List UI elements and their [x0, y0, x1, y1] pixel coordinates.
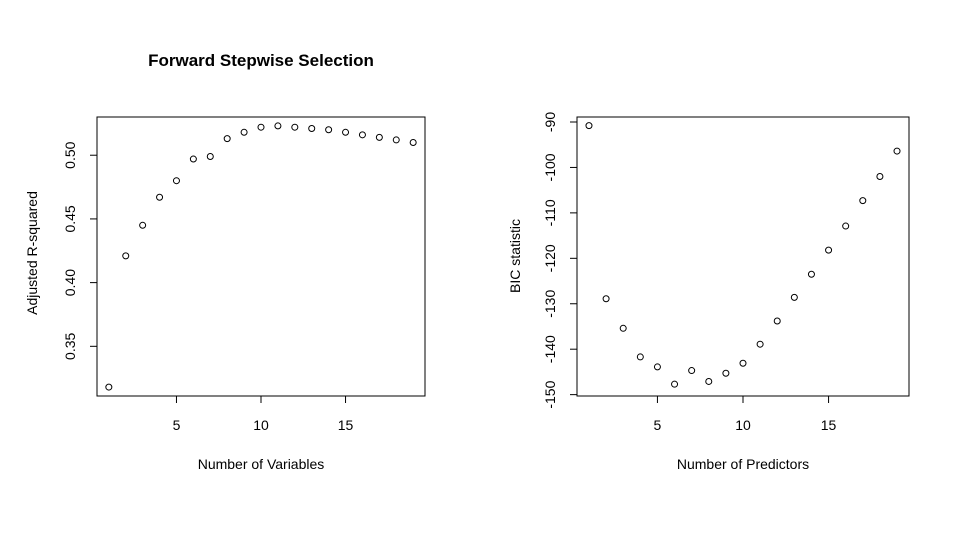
- y-tick-label: 0.35: [62, 332, 78, 359]
- data-point: [825, 246, 833, 254]
- data-points: [105, 122, 417, 391]
- data-point: [223, 135, 231, 143]
- data-points: [585, 122, 901, 388]
- data-point: [876, 173, 884, 181]
- data-point: [156, 193, 164, 201]
- data-point: [688, 367, 696, 375]
- x-tick-label: 15: [338, 417, 354, 433]
- chart-title: Forward Stepwise Selection: [148, 51, 374, 70]
- y-tick-label: -90: [542, 112, 558, 132]
- x-tick-label: 5: [173, 417, 181, 433]
- data-point: [375, 133, 383, 141]
- data-point: [653, 363, 661, 371]
- data-point: [756, 340, 764, 348]
- plot-frame: [96, 116, 426, 397]
- x-axis: 5 10 15: [173, 395, 354, 433]
- data-point: [291, 123, 299, 131]
- y-tick-label: 0.50: [62, 141, 78, 168]
- data-point: [257, 123, 265, 131]
- chart-bic-statistic: 5 10 15 -150 -140 -130 -120 -110 -100 -90 Number…: [507, 112, 910, 472]
- x-axis: 5 10 15: [654, 395, 837, 433]
- data-point: [585, 122, 593, 130]
- data-point: [619, 324, 627, 332]
- data-point: [240, 128, 248, 136]
- y-tick-label: -130: [542, 290, 558, 318]
- data-point: [139, 221, 147, 229]
- data-point: [705, 377, 713, 385]
- data-point: [859, 197, 867, 205]
- data-point: [893, 147, 901, 155]
- y-tick-label: -120: [542, 244, 558, 272]
- data-point: [358, 131, 366, 139]
- data-point: [342, 128, 350, 136]
- data-point: [842, 222, 850, 230]
- x-axis-label: Number of Variables: [198, 456, 325, 472]
- data-point: [602, 295, 610, 303]
- data-point: [172, 177, 180, 185]
- highlighted-point: [274, 122, 282, 130]
- data-point: [392, 136, 400, 144]
- data-point: [325, 126, 333, 134]
- x-tick-label: 15: [821, 417, 837, 433]
- y-tick-label: -140: [542, 335, 558, 363]
- data-point: [722, 369, 730, 377]
- y-tick-label: -150: [542, 380, 558, 408]
- chart-adjusted-r-squared: Forward Stepwise Selection 5 10 15 0.35 0.4…: [24, 51, 426, 472]
- highlighted-point: [671, 380, 679, 388]
- data-point: [189, 155, 197, 163]
- x-tick-label: 5: [654, 417, 662, 433]
- data-point: [308, 124, 316, 132]
- x-axis-label: Number of Predictors: [677, 456, 809, 472]
- data-point: [773, 317, 781, 325]
- y-axis-label: BIC statistic: [507, 219, 523, 293]
- data-point: [206, 152, 214, 160]
- y-axis-label: Adjusted R-squared: [24, 191, 40, 315]
- data-point: [105, 383, 113, 391]
- plot-frame: [576, 116, 910, 397]
- y-axis: -150 -140 -130 -120 -110 -100 -90: [542, 112, 577, 409]
- data-point: [807, 270, 815, 278]
- y-tick-label: -110: [542, 199, 558, 226]
- y-tick-label: -100: [542, 153, 558, 181]
- x-tick-label: 10: [253, 417, 269, 433]
- y-tick-label: 0.45: [62, 205, 78, 232]
- data-point: [739, 359, 747, 367]
- y-axis: 0.35 0.40 0.45 0.50: [62, 141, 97, 360]
- data-point: [409, 138, 417, 146]
- x-tick-label: 10: [735, 417, 751, 433]
- data-point: [122, 252, 130, 260]
- y-tick-label: 0.40: [62, 269, 78, 296]
- data-point: [790, 293, 798, 301]
- data-point: [636, 353, 644, 361]
